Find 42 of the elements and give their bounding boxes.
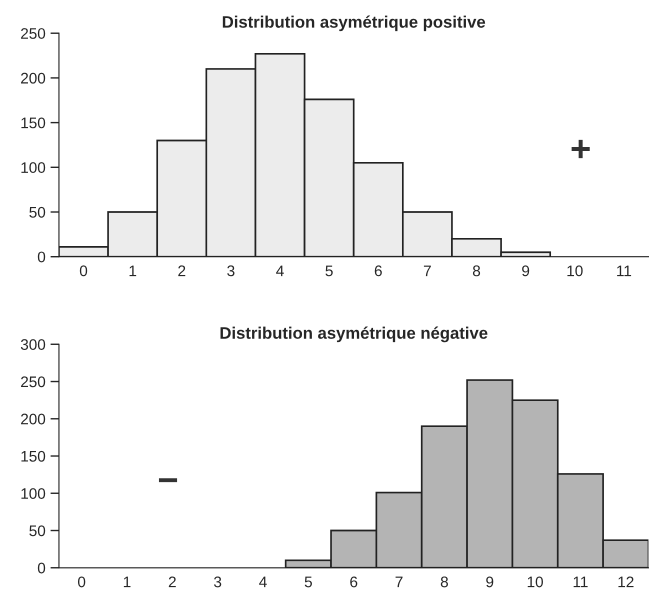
x-tick-label: 8	[472, 265, 480, 276]
x-tick-label: 10	[528, 576, 543, 588]
x-tick-label: 9	[486, 576, 494, 588]
y-tick-label: 100	[21, 162, 46, 173]
x-tick-label: 2	[168, 576, 176, 588]
x-tick-label: 1	[124, 576, 130, 588]
x-tick-label: 1	[130, 266, 136, 276]
x-tick-label: 12	[618, 576, 634, 588]
x-tick-label: 4	[276, 266, 284, 276]
x-tick-label: 7	[396, 576, 403, 588]
y-tick-label: 0	[38, 252, 46, 262]
y-tick-label: 300	[20, 339, 46, 350]
y-tick-label: 0	[38, 562, 46, 574]
x-tick-label: 5	[304, 576, 312, 588]
y-tick-label: 100	[21, 488, 46, 499]
y-tick-label: 150	[21, 117, 46, 128]
x-tick-label: 5	[326, 266, 333, 276]
x-tick-label: 0	[80, 265, 88, 276]
y-tick-label: 50	[29, 525, 46, 536]
y-tick-label: 200	[21, 414, 46, 424]
annotation: +	[572, 140, 590, 158]
y-tick-label: 250	[21, 376, 46, 388]
x-tick-label: 4	[259, 576, 267, 588]
x-tick-label: 6	[374, 265, 382, 276]
x-tick-label: 2	[178, 265, 186, 276]
y-tick-label: 50	[29, 206, 46, 218]
x-tick-label: 10	[567, 265, 583, 276]
chart-title: Distribution asymétrique positive	[222, 15, 486, 32]
x-tick-label: 0	[78, 576, 86, 588]
x-tick-label: 11	[617, 266, 632, 276]
x-tick-label: 3	[214, 576, 222, 588]
x-tick-label: 11	[574, 576, 588, 588]
x-tick-label: 8	[440, 576, 448, 588]
annotation: −	[158, 478, 178, 482]
x-tick-label: 6	[350, 576, 358, 588]
y-tick-label: 200	[21, 72, 46, 84]
x-tick-label: 7	[424, 266, 431, 276]
y-tick-label: 150	[21, 450, 46, 462]
x-tick-label: 3	[227, 265, 234, 276]
y-tick-label: 250	[21, 28, 46, 39]
x-tick-label: 9	[522, 265, 530, 276]
chart-title: Distribution asymétrique négative	[220, 326, 488, 342]
